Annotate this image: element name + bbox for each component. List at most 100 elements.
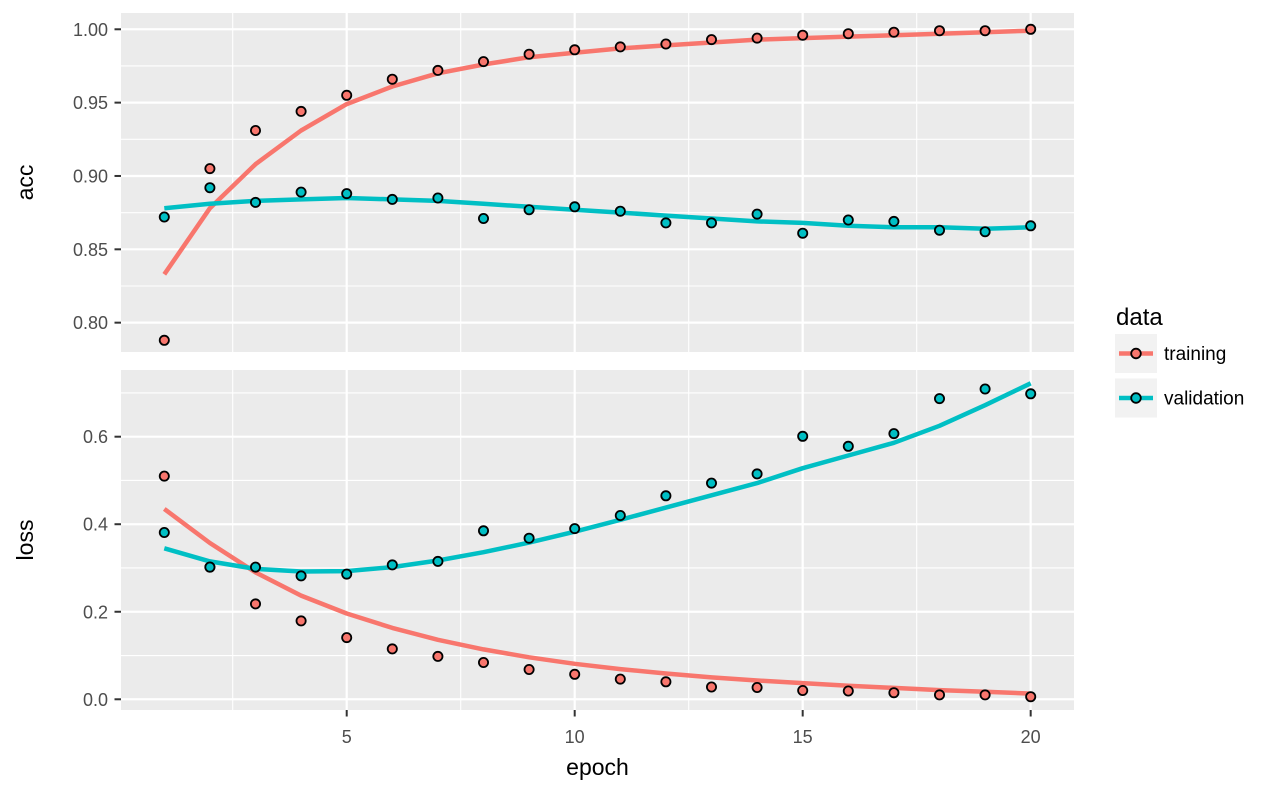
data-point-validation-acc: [386, 193, 398, 205]
y-tick-label-loss: 0.6: [83, 427, 108, 447]
data-point-validation-acc: [614, 205, 626, 217]
data-point-training-loss: [888, 687, 900, 699]
panel-loss: [121, 370, 1074, 710]
data-point-training-acc: [341, 89, 353, 101]
data-point-training-acc: [204, 163, 216, 175]
data-point-training-acc: [386, 73, 398, 85]
data-point-validation-loss: [341, 568, 353, 580]
data-point-validation-acc: [660, 217, 672, 229]
data-point-validation-loss: [888, 428, 900, 440]
data-point-training-loss: [386, 643, 398, 655]
data-point-validation-loss: [934, 393, 946, 405]
panel-acc: [121, 13, 1074, 352]
data-point-training-acc: [249, 125, 261, 137]
data-point-validation-acc: [797, 227, 809, 239]
legend-entry-training: training: [1115, 334, 1226, 373]
legend-label-validation: validation: [1164, 389, 1244, 410]
data-point-training-acc: [934, 25, 946, 37]
axes: 1.00 0.95 0.90 0.85 0.80 0.6 0.4 0.2 0.0 5 10 15 20: [73, 20, 1041, 747]
data-point-training-loss: [1025, 691, 1037, 703]
data-point-training-loss: [706, 681, 718, 693]
data-point-training-loss: [934, 689, 946, 701]
data-point-training-loss: [249, 598, 261, 610]
data-point-validation-loss: [706, 477, 718, 489]
data-point-training-loss: [979, 689, 991, 701]
y-tick-label-loss: 0.4: [83, 515, 108, 535]
data-point-validation-acc: [888, 215, 900, 227]
data-point-validation-loss: [158, 527, 170, 539]
data-point-validation-loss: [569, 523, 581, 535]
smooth-line-training-acc: [162, 28, 1031, 276]
data-point-training-loss: [295, 615, 307, 627]
smooth-line-validation-loss: [163, 381, 1032, 574]
legend-label-training: training: [1164, 344, 1226, 365]
panel-acc-background: [121, 13, 1074, 352]
data-point-validation-acc: [295, 186, 307, 198]
legend-key-point-validation: [1130, 392, 1142, 404]
y-tick-label-acc: 0.80: [73, 313, 108, 333]
data-point-training-acc: [477, 56, 489, 68]
legend: data training validation: [1115, 304, 1244, 418]
y-tick-label-acc: 0.95: [73, 93, 108, 113]
data-point-training-acc: [751, 32, 763, 44]
data-point-training-acc: [158, 334, 170, 346]
smooth-line-training-loss: [162, 507, 1031, 696]
data-point-validation-loss: [660, 490, 672, 502]
data-point-validation-loss: [979, 383, 991, 395]
data-point-validation-acc: [569, 201, 581, 213]
data-point-training-acc: [842, 28, 854, 40]
data-point-validation-acc: [1025, 220, 1037, 232]
x-tick-label: 5: [342, 727, 352, 747]
smooth-line-validation-acc: [164, 195, 1031, 232]
data-point-training-loss: [477, 657, 489, 669]
data-point-training-acc: [295, 105, 307, 117]
data-point-training-loss: [158, 470, 170, 482]
data-point-validation-loss: [797, 430, 809, 442]
data-point-validation-loss: [751, 468, 763, 480]
data-point-training-acc: [614, 41, 626, 53]
data-point-training-acc: [797, 29, 809, 41]
y-tick-label-loss: 0.0: [83, 690, 108, 710]
data-point-validation-acc: [842, 214, 854, 226]
data-point-validation-loss: [523, 532, 535, 544]
y-tick-label-acc: 1.00: [73, 20, 108, 40]
data-point-validation-acc: [249, 196, 261, 208]
data-point-training-loss: [569, 668, 581, 680]
data-point-validation-acc: [934, 224, 946, 236]
data-point-training-acc: [432, 64, 444, 76]
y-tick-label-acc: 0.90: [73, 166, 108, 186]
data-point-training-acc: [706, 34, 718, 46]
data-point-training-loss: [842, 685, 854, 697]
data-point-training-acc: [1025, 23, 1037, 35]
legend-entry-validation: validation: [1115, 378, 1244, 418]
data-point-validation-acc: [979, 226, 991, 238]
data-point-training-loss: [614, 673, 626, 685]
data-point-validation-loss: [477, 525, 489, 537]
y-tick-label-loss: 0.2: [83, 602, 108, 622]
y-axis-title-acc: acc: [12, 165, 38, 201]
data-point-validation-loss: [386, 559, 398, 571]
data-point-training-loss: [660, 676, 672, 688]
x-tick-label: 20: [1021, 727, 1041, 747]
data-point-training-loss: [751, 682, 763, 694]
data-point-training-acc: [979, 25, 991, 37]
y-tick-label-acc: 0.85: [73, 240, 108, 260]
data-point-validation-acc: [204, 182, 216, 194]
data-point-training-acc: [523, 48, 535, 60]
y-axis-title-loss: loss: [12, 520, 38, 561]
data-point-training-acc: [888, 26, 900, 38]
data-point-validation-acc: [158, 211, 170, 223]
data-point-validation-loss: [614, 509, 626, 521]
data-point-validation-loss: [249, 561, 261, 573]
data-point-training-loss: [341, 632, 353, 644]
data-point-validation-acc: [751, 208, 763, 220]
x-tick-label: 15: [793, 727, 813, 747]
data-point-validation-loss: [204, 561, 216, 573]
data-point-training-acc: [660, 38, 672, 50]
legend-key-point-training: [1130, 347, 1142, 360]
data-point-validation-loss: [842, 440, 854, 452]
data-point-validation-loss: [295, 570, 307, 582]
data-point-training-acc: [569, 44, 581, 56]
